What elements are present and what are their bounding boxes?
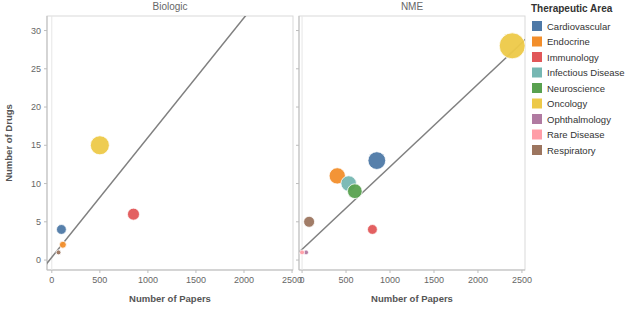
legend-swatch <box>532 37 542 47</box>
y-axis-title: Number of Drugs <box>3 104 14 182</box>
plot-frame <box>47 16 293 270</box>
legend-swatch <box>532 130 542 140</box>
x-tick <box>521 270 522 273</box>
x-tick-label: 1000 <box>138 275 158 285</box>
y-axis-line <box>299 16 300 270</box>
bubble: Oncology <box>90 136 109 155</box>
x-tick-label: 500 <box>339 275 354 285</box>
legend-label: Ophthalmology <box>547 114 611 125</box>
y-tick-label: 25 <box>31 64 41 74</box>
x-tick <box>195 270 196 273</box>
legend-swatch <box>532 52 542 62</box>
legend-title: Therapeutic Area <box>531 3 613 14</box>
plot-frame <box>299 16 525 270</box>
y-tick <box>44 221 47 222</box>
legend-swatch <box>532 21 542 31</box>
y-tick <box>44 30 47 31</box>
zero-line <box>51 16 52 270</box>
data-area: OncologyCardiovascularEndocrineInfectiou… <box>299 33 525 258</box>
x-tick-label: 2500 <box>512 275 532 285</box>
zero-line <box>302 16 303 270</box>
legend-label: Infectious Disease <box>547 67 625 78</box>
x-tick <box>433 270 434 273</box>
x-tick-label: 0 <box>49 275 54 285</box>
x-tick <box>477 270 478 273</box>
y-tick-label: 15 <box>31 140 41 150</box>
y-tick <box>44 107 47 108</box>
data-area: Oncology Immunology Cardiovascular Endocrin… <box>47 16 292 269</box>
x-tick <box>99 270 100 273</box>
y-tick <box>44 183 47 184</box>
x-axis-title: Number of Papers <box>371 293 453 304</box>
y-tick-label: 20 <box>31 102 41 112</box>
bubble: Respiratory <box>56 250 61 255</box>
x-tick-label: 500 <box>92 275 107 285</box>
legend-swatch <box>532 145 542 155</box>
x-tick-label: 0 <box>300 275 305 285</box>
x-tick <box>51 270 52 273</box>
y-tick <box>296 107 299 108</box>
x-tick-label: 1000 <box>380 275 400 285</box>
legend-swatch <box>532 114 542 124</box>
y-tick <box>44 68 47 69</box>
bubble: Cardiovascular <box>368 152 386 170</box>
panel: NME 0 500 1000 1500 2000 2500 Number of Papers O… <box>293 1 532 304</box>
x-axis-line <box>299 270 525 271</box>
trend-line <box>47 16 292 269</box>
bubble: Oncology <box>499 33 525 59</box>
x-tick-label: 2000 <box>468 275 488 285</box>
legend-label: Oncology <box>547 98 587 109</box>
figure: Biologic 0 500 1000 1500 2000 2500 0 5 10 15 20 25 30… <box>0 0 640 314</box>
y-axis-line <box>47 16 48 270</box>
y-tick <box>296 145 299 146</box>
y-tick-label: 10 <box>31 179 41 189</box>
y-tick-label: 0 <box>36 255 41 265</box>
trend-line <box>299 35 525 258</box>
x-tick-label: 2000 <box>234 275 254 285</box>
y-tick <box>44 260 47 261</box>
x-tick <box>390 270 391 273</box>
legend-swatch <box>532 68 542 78</box>
x-tick <box>243 270 244 273</box>
legend-label: Neuroscience <box>547 83 605 94</box>
x-tick <box>292 270 293 273</box>
bubble: Immunology <box>127 208 139 220</box>
legend-label: Rare Disease <box>547 129 605 140</box>
legend-label: Cardiovascular <box>547 21 610 32</box>
x-tick <box>147 270 148 273</box>
bubble: Neuroscience <box>347 184 362 199</box>
bubble: Respiratory <box>304 216 315 227</box>
x-tick <box>302 270 303 273</box>
y-tick <box>296 221 299 222</box>
y-tick <box>296 30 299 31</box>
x-tick-label: 1500 <box>186 275 206 285</box>
y-tick <box>296 260 299 261</box>
legend-swatch <box>532 83 542 93</box>
y-tick <box>296 68 299 69</box>
y-tick <box>296 183 299 184</box>
x-tick <box>346 270 347 273</box>
legend-label: Endocrine <box>547 36 590 47</box>
x-tick-label: 1500 <box>424 275 444 285</box>
y-tick-label: 30 <box>31 26 41 36</box>
bubble: Rare Disease <box>300 250 305 255</box>
x-axis-title: Number of Papers <box>129 293 211 304</box>
panel-title: Biologic <box>152 1 187 12</box>
legend-swatch <box>532 99 542 109</box>
bubble: Endocrine <box>59 241 66 248</box>
legend: Therapeutic Area Cardiovascular Endocrine I… <box>531 3 625 156</box>
legend-label: Respiratory <box>547 145 596 156</box>
y-tick <box>44 145 47 146</box>
bubble: Immunology <box>368 225 378 235</box>
panel: Biologic05001000150020002500051015202530… <box>3 0 302 304</box>
y-tick-label: 5 <box>36 217 41 227</box>
x-axis-line <box>47 270 293 271</box>
legend-label: Immunology <box>547 52 599 63</box>
panel-title: NME <box>401 1 424 12</box>
bubble: Cardiovascular <box>57 225 67 235</box>
